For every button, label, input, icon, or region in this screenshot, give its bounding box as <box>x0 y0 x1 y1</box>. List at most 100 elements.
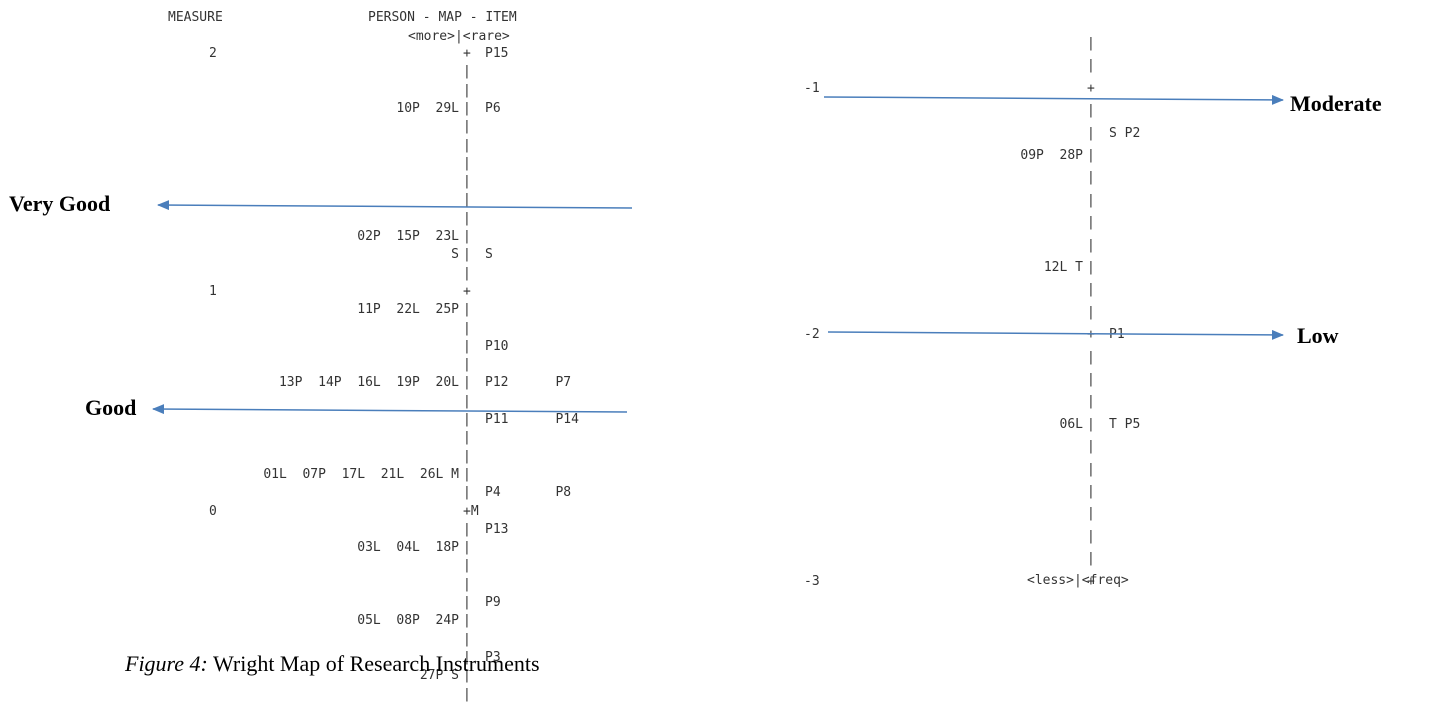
axis-mark: | <box>1087 215 1095 231</box>
axis-mark: | <box>463 485 471 501</box>
person-entries: 03L 04L 18P <box>357 540 459 556</box>
map-title: PERSON - MAP - ITEM <box>368 10 517 25</box>
person-entries: 12L T <box>1043 260 1083 275</box>
axis-mark: | <box>463 119 471 135</box>
axis-mark: | <box>463 192 471 208</box>
axis-mark: | <box>1087 461 1095 477</box>
very-good-label: Very Good <box>9 191 111 216</box>
axis-mark: | <box>463 82 471 98</box>
person-entries: 05L 08P 24P <box>357 613 459 629</box>
axis-mark: + <box>1087 573 1095 589</box>
axis-mark: +M <box>463 503 479 519</box>
axis-mark: | <box>1087 506 1095 522</box>
moderate-label: Moderate <box>1290 91 1382 116</box>
axis-mark: | <box>1087 304 1095 320</box>
low-arrow <box>827 329 1284 340</box>
axis-mark: | <box>1087 148 1095 163</box>
person-entries: 06L <box>1059 416 1083 432</box>
axis-mark: | <box>1087 125 1095 141</box>
item-entries: S <box>485 247 493 263</box>
axis-mark: | <box>463 137 471 153</box>
axis-mark: | <box>463 540 471 556</box>
axis-mark: | <box>463 649 471 665</box>
axis-mark: | <box>463 229 471 244</box>
person-entries: 09P 28P <box>1020 148 1083 163</box>
axis-mark: | <box>463 375 471 391</box>
person-entries: 11P 22L 25P <box>357 302 459 318</box>
axis-mark: | <box>1087 36 1095 51</box>
axis-mark: | <box>463 100 471 116</box>
item-entries: P1 <box>1109 327 1125 343</box>
measure-value: 1 <box>209 283 217 299</box>
axis-mark: | <box>463 357 471 373</box>
axis-mark: | <box>1087 237 1095 253</box>
axis-mark: | <box>463 466 471 482</box>
axis-mark: + <box>1087 80 1095 96</box>
axis-mark: | <box>1087 528 1095 544</box>
axis-mark: | <box>463 448 471 464</box>
item-entries: P4 P8 <box>485 485 572 501</box>
axis-mark: | <box>1087 394 1095 410</box>
axis-mark: | <box>463 430 471 446</box>
measure-value: -3 <box>804 573 820 589</box>
axis-mark: | <box>463 302 471 318</box>
axis-mark: | <box>463 265 471 281</box>
map-footer: <less>|<freq> <box>1027 573 1129 588</box>
axis-mark: | <box>463 668 471 684</box>
axis-mark: | <box>1087 551 1095 567</box>
axis-mark: | <box>1087 484 1095 499</box>
item-entries: P12 P7 <box>485 375 572 391</box>
axis-mark: | <box>463 521 471 537</box>
axis-mark: | <box>463 412 471 427</box>
axis-mark: | <box>463 155 471 171</box>
axis-mark: | <box>1087 192 1095 208</box>
axis-mark: | <box>1087 349 1095 365</box>
item-entries: T P5 <box>1109 416 1141 432</box>
person-entries: 27P S <box>419 668 459 684</box>
axis-mark: | <box>1087 372 1095 387</box>
figure-caption: Figure 4: Wright Map of Research Instrum… <box>125 651 540 677</box>
map-subtitle: <more>|<rare> <box>408 29 510 44</box>
axis-mark: | <box>1087 439 1095 455</box>
axis-mark: | <box>1087 260 1095 275</box>
caption-prefix: Figure 4: <box>125 651 208 676</box>
axis-mark: | <box>463 686 471 702</box>
item-entries: P10 <box>485 338 509 354</box>
person-entries: 01L 07P 17L 21L 26L M <box>263 466 459 482</box>
axis-mark: | <box>1087 103 1095 119</box>
axis-mark: | <box>463 631 471 647</box>
item-entries: P6 <box>485 100 501 116</box>
axis-mark: | <box>463 210 471 226</box>
good-arrow <box>152 404 628 415</box>
person-entries: S <box>451 247 459 263</box>
measure-value: 0 <box>209 503 217 519</box>
axis-mark: + <box>1087 327 1095 343</box>
item-entries: P15 <box>485 46 509 61</box>
axis-mark: | <box>463 247 471 263</box>
axis-mark: | <box>1087 170 1095 186</box>
measure-header: MEASURE <box>168 10 223 25</box>
measure-value: 2 <box>209 46 217 61</box>
axis-mark: | <box>1087 282 1095 298</box>
person-entries: 02P 15P 23L <box>357 229 459 244</box>
axis-mark: | <box>1087 416 1095 432</box>
measure-value: -1 <box>804 80 820 96</box>
item-entries: P13 <box>485 521 509 537</box>
axis-mark: + <box>463 46 471 61</box>
axis-mark: | <box>463 558 471 574</box>
person-entries: 13P 14P 16L 19P 20L <box>278 375 459 391</box>
axis-mark: + <box>463 283 471 299</box>
axis-mark: | <box>1087 58 1095 74</box>
item-entries: P9 <box>485 595 501 610</box>
good-label: Good <box>85 395 137 420</box>
moderate-arrow <box>823 94 1284 105</box>
person-entries: 10P 29L <box>396 100 459 116</box>
axis-mark: | <box>463 393 471 409</box>
axis-mark: | <box>463 64 471 80</box>
axis-mark: | <box>463 320 471 336</box>
axis-mark: | <box>463 595 471 610</box>
measure-value: -2 <box>804 327 820 343</box>
axis-mark: | <box>463 338 471 354</box>
item-entries: P11 P14 <box>485 412 579 427</box>
